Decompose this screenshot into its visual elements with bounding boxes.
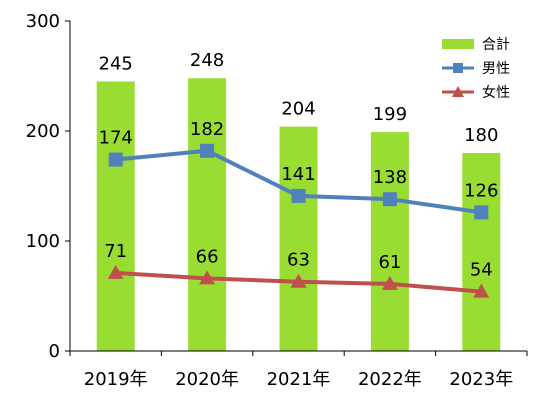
data-label-男性: 182	[190, 119, 224, 140]
point-男性	[200, 143, 215, 158]
x-tick-label: 2022年	[358, 369, 422, 390]
x-tick-label: 2021年	[267, 369, 331, 390]
x-tick-label: 2020年	[175, 369, 239, 390]
y-tick-label: 0	[49, 341, 60, 362]
point-男性	[382, 192, 397, 207]
legend-marker-男性	[453, 63, 463, 73]
data-label-女性: 54	[470, 260, 493, 281]
legend-label-女性: 女性	[482, 84, 510, 101]
data-label-女性: 71	[104, 241, 127, 262]
bar-total-2021年	[279, 126, 318, 351]
y-tick-label: 100	[26, 231, 60, 252]
bar-total-2023年	[462, 153, 501, 351]
data-label-total: 199	[373, 104, 407, 125]
x-tick-label: 2019年	[84, 369, 148, 390]
data-label-男性: 174	[99, 128, 133, 149]
data-label-total: 204	[281, 99, 315, 120]
data-label-男性: 141	[281, 164, 315, 185]
point-男性	[108, 152, 123, 167]
point-女性	[381, 275, 398, 290]
data-label-男性: 126	[464, 180, 498, 201]
axes-layer: 0 100 200 300 2019年 2020年 2021年 2022年 2023年	[26, 11, 528, 390]
data-label-total: 245	[99, 54, 133, 75]
data-label-女性: 61	[378, 252, 401, 273]
bar-total-2019年	[96, 81, 135, 351]
point-女性	[199, 270, 216, 285]
legend-label-男性: 男性	[482, 61, 510, 77]
data-label-total: 180	[464, 125, 498, 146]
bar-total-2022年	[370, 132, 409, 351]
legend-label-合計: 合計	[482, 37, 510, 53]
point-女性	[107, 264, 124, 279]
bar-total-2020年	[188, 78, 227, 351]
y-tick-label: 300	[26, 11, 60, 32]
lines-layer	[107, 143, 490, 298]
point-男性	[291, 188, 306, 203]
legend-marker-女性	[452, 86, 464, 97]
point-女性	[473, 283, 490, 298]
data-label-男性: 138	[373, 167, 407, 188]
bars-layer	[96, 78, 501, 351]
data-label-total: 248	[190, 50, 224, 71]
legend-swatch-合計	[442, 39, 474, 49]
labels-layer: 245 248 204 199 180 174 182 141 138 126 71 66 63 61 54	[99, 50, 499, 280]
point-男性	[474, 205, 489, 220]
data-label-女性: 66	[196, 246, 219, 267]
point-女性	[290, 273, 307, 288]
y-tick-label: 200	[26, 121, 60, 142]
x-tick-label: 2023年	[449, 369, 513, 390]
data-label-女性: 63	[287, 250, 310, 271]
